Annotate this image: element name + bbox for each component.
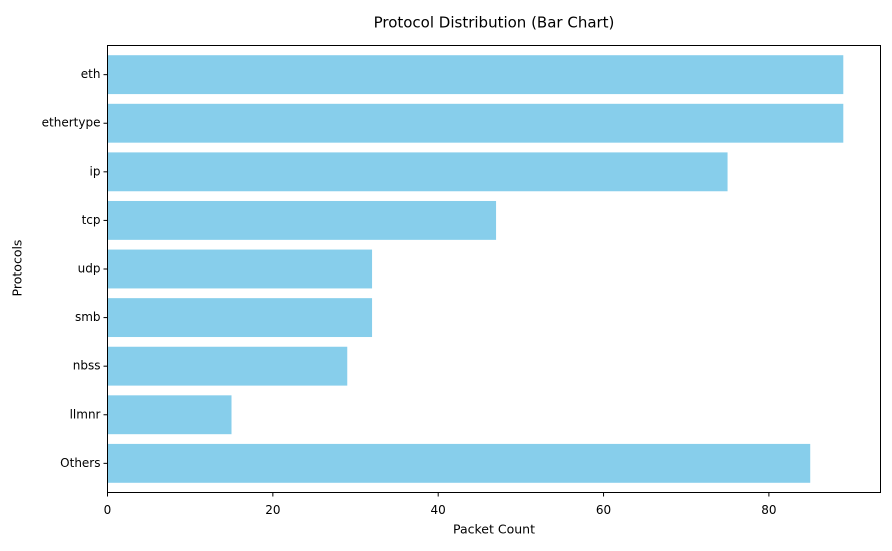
chart-title: Protocol Distribution (Bar Chart) bbox=[374, 14, 615, 32]
bar-smb bbox=[107, 298, 373, 338]
y-tick-label-smb: smb bbox=[75, 310, 101, 324]
bar-eth bbox=[107, 55, 844, 95]
y-tick-label-others: Others bbox=[60, 456, 100, 470]
y-tick-label-nbss: nbss bbox=[73, 359, 101, 373]
bar-tcp bbox=[107, 200, 497, 240]
x-tick-label-40: 40 bbox=[431, 503, 446, 517]
x-tick-label-0: 0 bbox=[104, 503, 112, 517]
x-tick-label-20: 20 bbox=[265, 503, 280, 517]
y-tick-label-udp: udp bbox=[78, 262, 101, 276]
y-axis-label: Protocols bbox=[10, 240, 25, 297]
x-tick-label-80: 80 bbox=[761, 503, 776, 517]
bar-llmnr bbox=[107, 395, 232, 435]
bar-nbss bbox=[107, 346, 348, 386]
y-tick-label-ethertype: ethertype bbox=[42, 116, 101, 130]
ticks-layer: eth ethertype ip tcp udp smb nbss llmnr Others 0 2… bbox=[42, 67, 777, 517]
bar-ethertype bbox=[107, 103, 844, 143]
bar-others bbox=[107, 443, 811, 483]
bar-udp bbox=[107, 249, 373, 289]
x-axis-label: Packet Count bbox=[453, 522, 535, 537]
y-tick-label-eth: eth bbox=[81, 67, 101, 81]
y-tick-label-llmnr: llmnr bbox=[70, 407, 101, 421]
plot-frame bbox=[107, 45, 881, 493]
y-tick-label-ip: ip bbox=[90, 164, 101, 178]
bar-ip bbox=[107, 152, 728, 192]
x-tick-label-60: 60 bbox=[596, 503, 611, 517]
bars-layer bbox=[107, 55, 844, 483]
y-tick-label-tcp: tcp bbox=[82, 213, 101, 227]
